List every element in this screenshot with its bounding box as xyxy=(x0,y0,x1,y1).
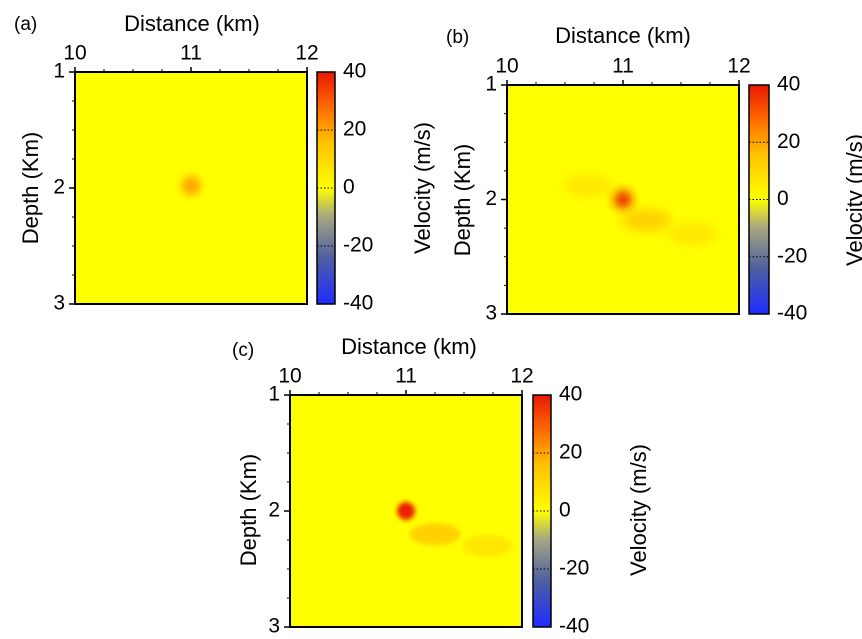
y-tick-label: 2 xyxy=(485,187,497,210)
x-tick-label: 11 xyxy=(395,365,417,388)
colorbar-tick-label: -20 xyxy=(343,234,373,257)
heatmap-anomaly xyxy=(181,175,201,196)
x-tick-label: 11 xyxy=(612,55,634,78)
heatmap-anomaly xyxy=(462,534,513,557)
colorbar-tick-label: 0 xyxy=(343,176,355,199)
heatmap-anomaly xyxy=(563,174,614,197)
heatmap-anomaly xyxy=(409,523,461,546)
colorbar-tick-label: -40 xyxy=(559,615,589,638)
colorbar-tick-label: 40 xyxy=(343,60,366,83)
colorbar-title: Velocity (m/s) xyxy=(626,444,651,576)
colorbar-tick-label: -40 xyxy=(777,302,807,325)
colorbar-tick-label: 20 xyxy=(777,130,800,153)
y-tick-label: 2 xyxy=(53,176,65,199)
x-tick-label: 10 xyxy=(63,42,86,65)
y-tick-label: 3 xyxy=(485,302,497,325)
colorbar xyxy=(748,84,770,315)
x-tick-label: 10 xyxy=(495,55,518,78)
colorbar-tick-label: -40 xyxy=(343,292,373,315)
x-axis-title: Distance (km) xyxy=(555,23,691,48)
heatmap-anomaly xyxy=(614,190,632,209)
colorbar-tick-label: 20 xyxy=(343,118,366,141)
y-tick-label: 3 xyxy=(268,615,280,638)
y-tick-label: 3 xyxy=(53,292,65,315)
x-axis-title: Distance (km) xyxy=(341,334,477,359)
x-tick-label: 11 xyxy=(180,42,202,65)
y-axis-title: Depth (Km) xyxy=(18,132,43,244)
y-tick-label: 1 xyxy=(485,73,497,96)
heatmap-anomaly xyxy=(397,502,415,520)
y-tick-label: 1 xyxy=(53,60,65,83)
colorbar-tick-label: 40 xyxy=(777,73,800,96)
heatmap-anomaly xyxy=(621,208,672,232)
y-axis-title: Depth (Km) xyxy=(450,144,475,256)
colorbar-title: Velocity (m/s) xyxy=(842,134,862,266)
colorbar-tick-label: 0 xyxy=(777,187,789,210)
x-tick-label: 12 xyxy=(295,42,318,65)
y-tick-label: 2 xyxy=(268,499,280,522)
heatmap-anomaly xyxy=(667,222,718,246)
colorbar-tick-label: -20 xyxy=(777,244,807,267)
x-tick-label: 12 xyxy=(727,55,750,78)
colorbar-tick-label: 0 xyxy=(559,499,571,522)
x-axis-title: Distance (km) xyxy=(124,11,260,36)
y-axis-title: Depth (Km) xyxy=(236,454,261,566)
colorbar-tick-label: -20 xyxy=(559,557,589,580)
panel-label: (a) xyxy=(14,14,37,35)
x-tick-label: 12 xyxy=(510,365,533,388)
y-tick-label: 1 xyxy=(268,383,280,406)
x-tick-label: 10 xyxy=(278,365,301,388)
colorbar-tick-label: 20 xyxy=(559,441,582,464)
panel-label: (b) xyxy=(446,27,469,48)
colorbar-tick-label: 40 xyxy=(559,383,582,406)
panel-label: (c) xyxy=(232,340,254,361)
colorbar-title: Velocity (m/s) xyxy=(410,122,435,254)
